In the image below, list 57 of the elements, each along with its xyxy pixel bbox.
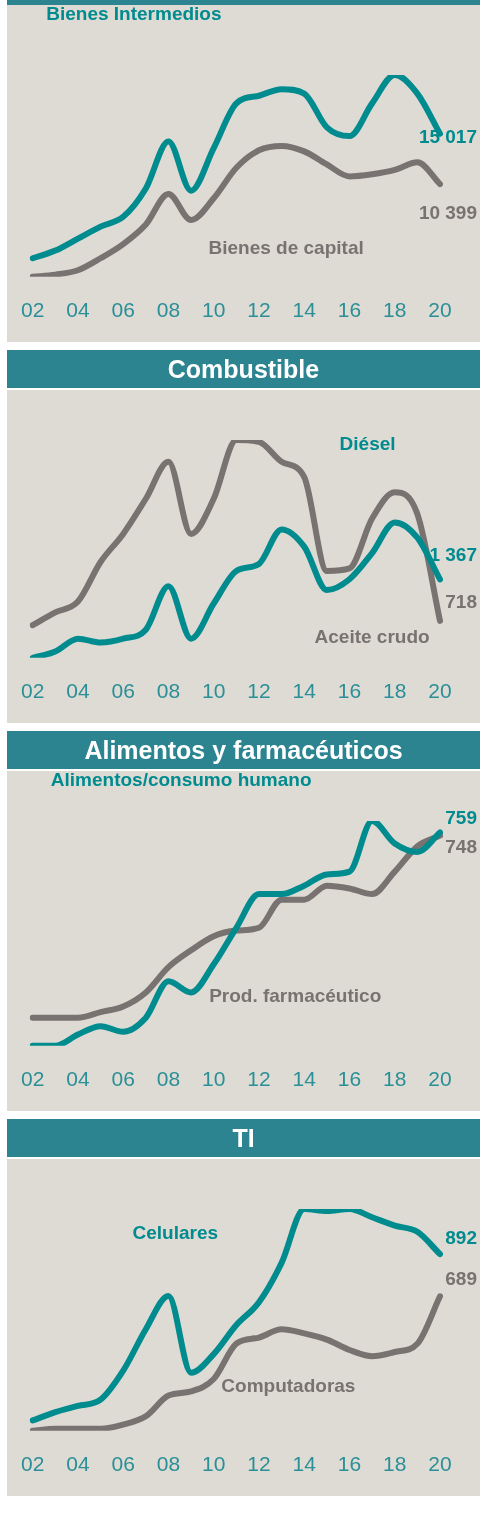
chart-title: TI — [7, 1119, 480, 1159]
x-tick-label: 02 — [21, 679, 45, 703]
series-label: Computadoras — [221, 1374, 356, 1396]
x-tick-label: 18 — [383, 1067, 407, 1091]
x-tick-label: 18 — [383, 679, 407, 703]
series-label: Bienes de capital — [208, 236, 364, 258]
text: Alimentos/consumo humano — [50, 768, 312, 790]
x-tick-label: 16 — [337, 679, 362, 703]
x-tick-label: 10 — [202, 298, 226, 322]
x-tick-label: 04 — [66, 298, 90, 322]
x-tick-label: 06 — [111, 679, 135, 703]
chart-title: Combustible — [7, 350, 480, 390]
x-tick-label: 12 — [247, 1067, 271, 1091]
x-tick-label: 16 — [337, 1452, 362, 1476]
x-tick-label: 10 — [202, 679, 226, 703]
x-tick-label: 10 — [202, 1452, 226, 1476]
x-tick-label: 20 — [428, 1452, 452, 1476]
x-tick-label: 08 — [156, 1452, 181, 1476]
x-tick-label: 14 — [292, 1067, 317, 1091]
x-tick-label: 02 — [21, 1452, 45, 1476]
data-label: 748 — [445, 835, 477, 857]
series-label: Aceite crudo — [314, 626, 430, 648]
text: Bienes Intermedios — [46, 2, 222, 24]
x-tick-label: 08 — [156, 298, 181, 322]
x-tick-label: 04 — [66, 1067, 90, 1091]
data-label: 759 — [445, 806, 477, 828]
data-label: 718 — [445, 591, 477, 613]
x-tick-label: 20 — [428, 298, 452, 322]
text: Prod. farmacéutico — [209, 984, 382, 1006]
x-tick-label: 18 — [383, 298, 407, 322]
x-tick-label: 02 — [21, 298, 45, 322]
x-tick-label: 20 — [428, 679, 452, 703]
x-tick-label: 16 — [337, 1067, 362, 1091]
data-label: 689 — [445, 1267, 477, 1289]
x-tick-label: 02 — [21, 1067, 45, 1091]
x-tick-label: 08 — [156, 1067, 181, 1091]
x-tick-label: 14 — [292, 1452, 317, 1476]
chart-title: Alimentos y farmacéuticos — [84, 736, 403, 764]
data-label: 892 — [445, 1227, 477, 1249]
x-tick-label: 06 — [111, 1452, 135, 1476]
x-tick-label: 06 — [111, 1067, 135, 1091]
x-tick-label: 06 — [111, 298, 135, 322]
x-tick-label: 12 — [247, 1452, 271, 1476]
x-tick-label: 12 — [247, 298, 271, 322]
x-tick-label: 04 — [66, 1452, 90, 1476]
text: Diésel — [339, 432, 396, 454]
x-tick-label: 08 — [156, 679, 181, 703]
x-tick-label: 14 — [292, 679, 317, 703]
data-label: 10 399 — [418, 202, 477, 224]
x-tick-label: 04 — [66, 679, 90, 703]
x-tick-label: 10 — [202, 1067, 226, 1091]
x-tick-label: 14 — [292, 298, 317, 322]
x-tick-label: 12 — [247, 679, 271, 703]
x-tick-label: 16 — [337, 298, 362, 322]
text: Celulares — [132, 1221, 219, 1243]
x-tick-label: 18 — [383, 1452, 407, 1476]
x-tick-label: 20 — [428, 1067, 452, 1091]
